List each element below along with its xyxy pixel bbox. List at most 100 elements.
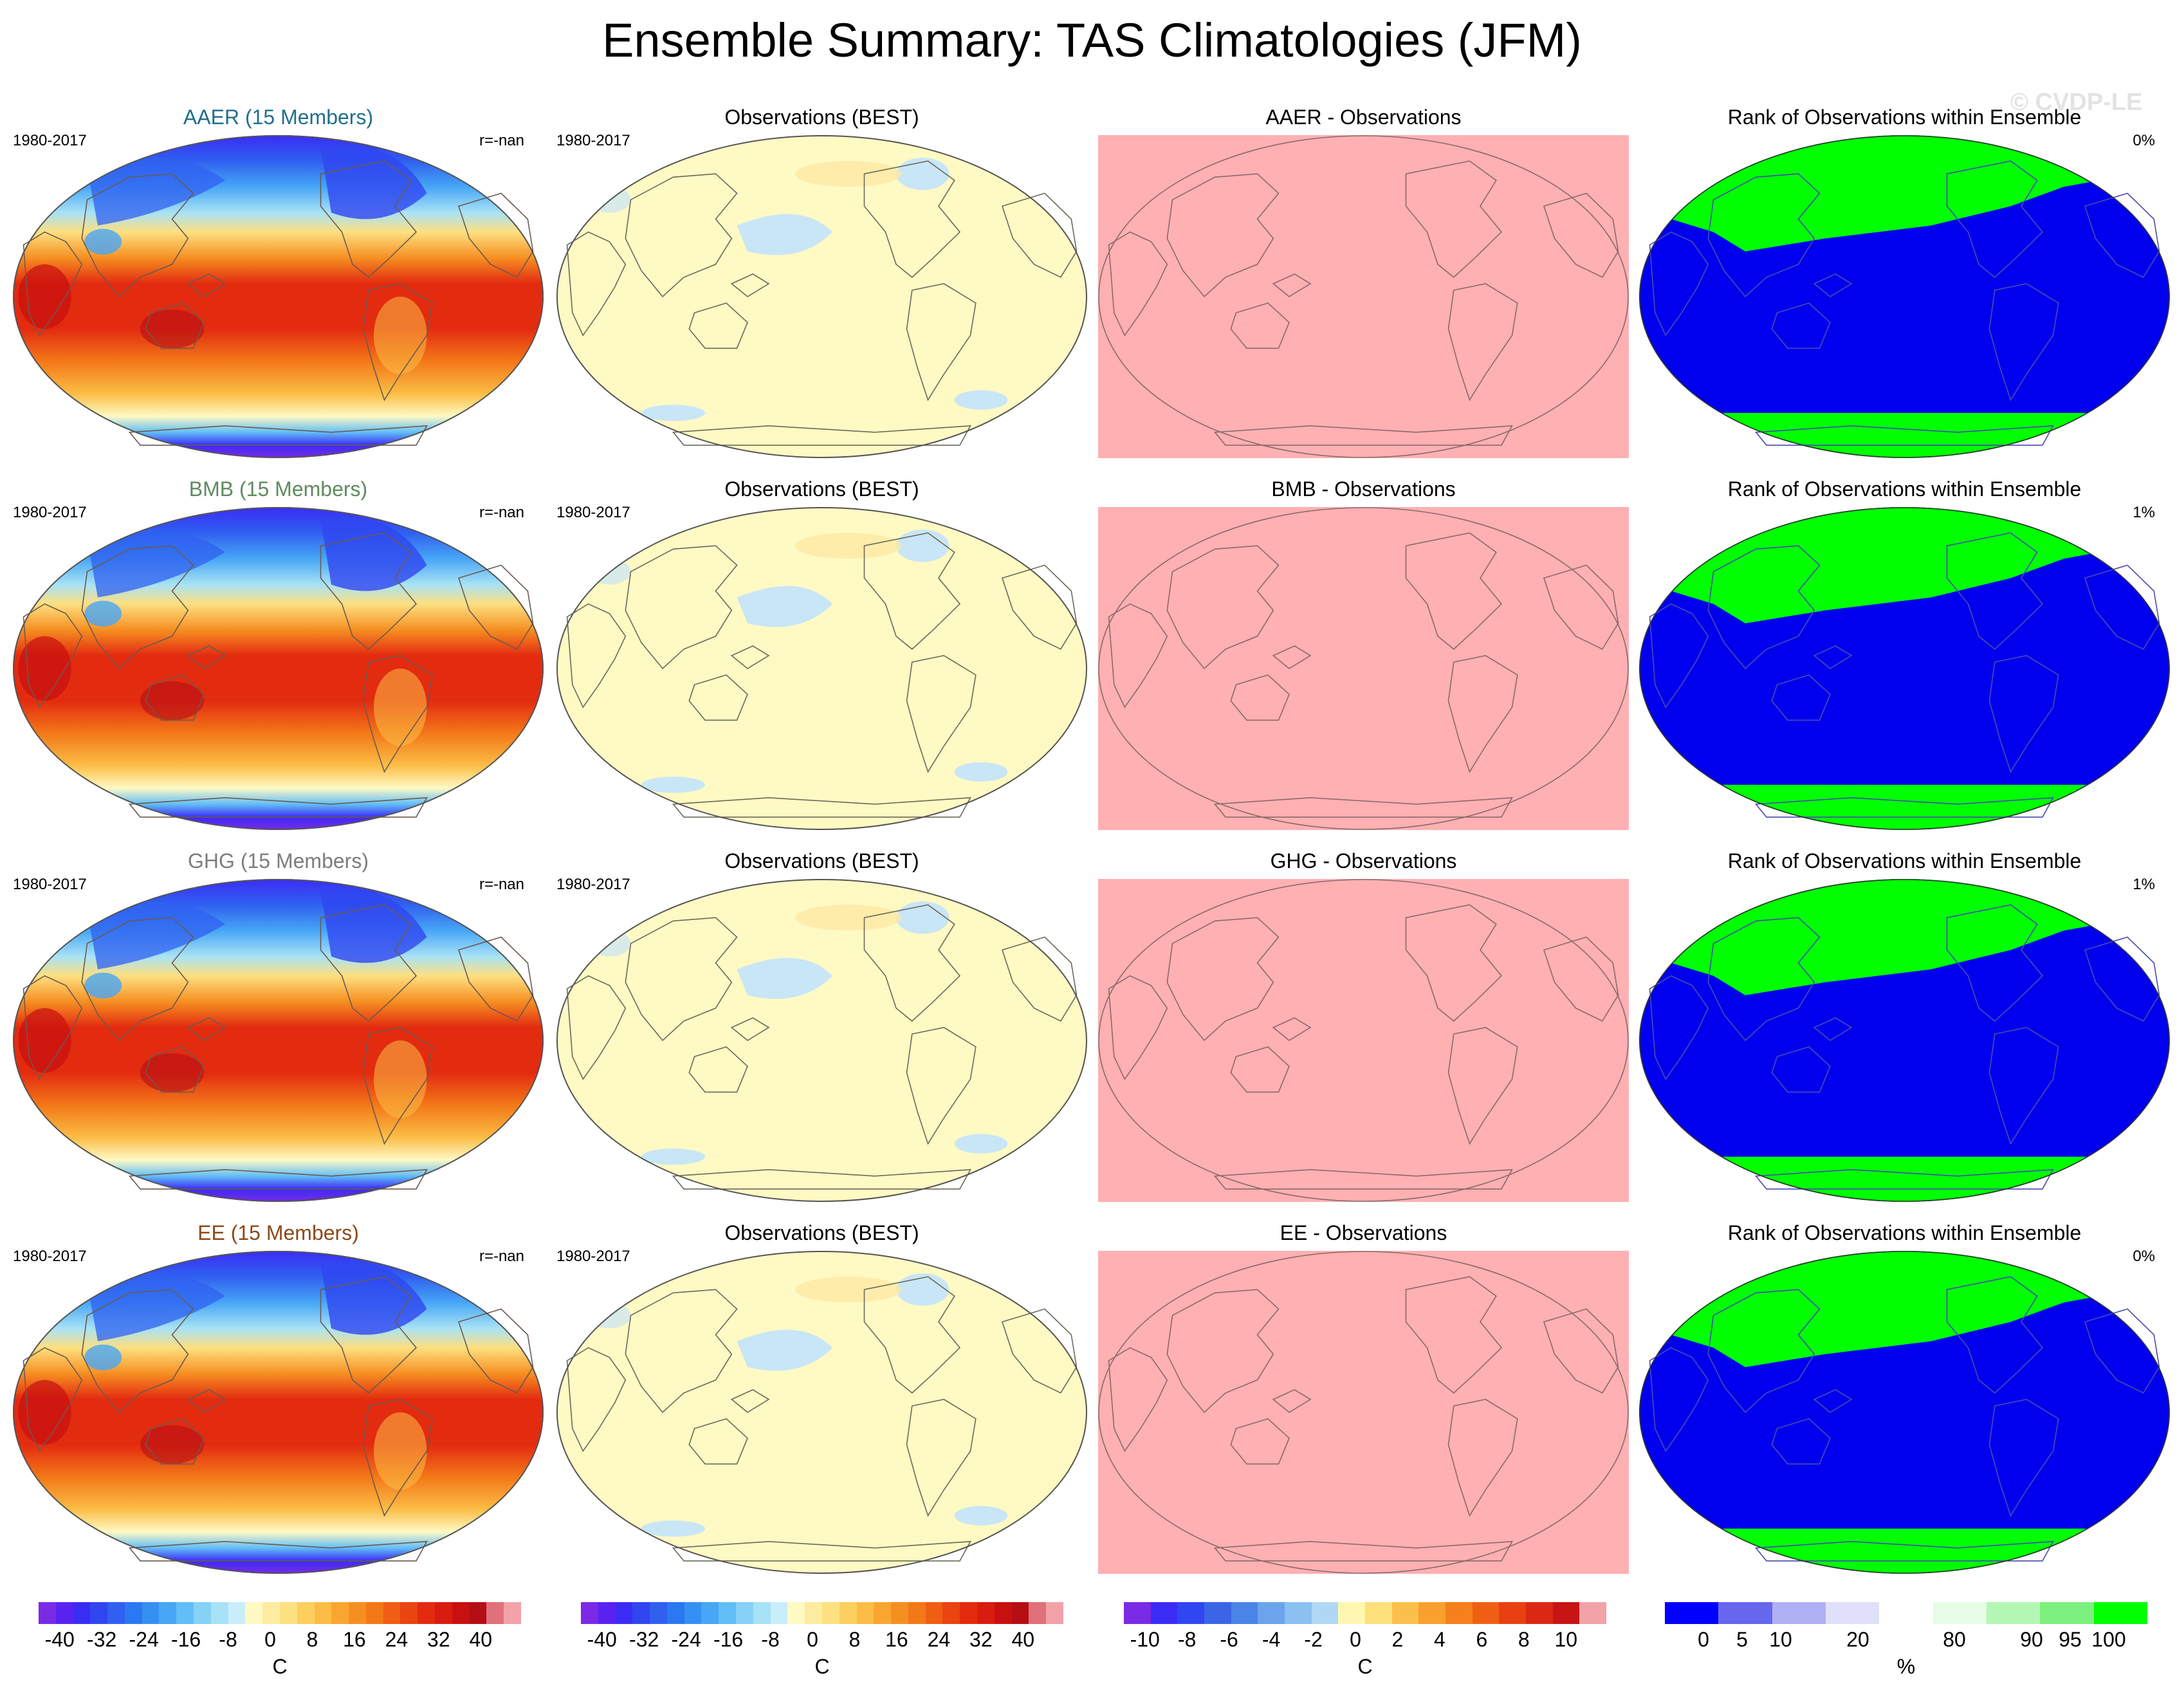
colorbar-unit: C — [1357, 1655, 1373, 1678]
colorbar-swatch — [365, 1602, 383, 1624]
difference-map — [1098, 1251, 1629, 1574]
coastline — [566, 1276, 1078, 1562]
colorbar-swatch — [1365, 1602, 1392, 1624]
coastline-path — [1272, 1017, 1312, 1041]
rank-percent: 1% — [2133, 504, 2155, 521]
colorbar-tick-label: -8 — [1177, 1628, 1197, 1651]
obs-panel-title: Observations (BEST) — [724, 849, 919, 872]
rank-panel-title: Rank of Observations within Ensemble — [1727, 477, 2082, 501]
coastline-path — [672, 1540, 971, 1562]
coastline-path — [128, 1540, 428, 1562]
colorbar-tick-label: -8 — [761, 1628, 780, 1651]
coastline-path — [672, 797, 971, 818]
colorbar-swatch — [331, 1602, 349, 1624]
coastline-path — [672, 425, 971, 446]
colorbar-swatch — [434, 1602, 452, 1624]
observations-map — [556, 1251, 1087, 1574]
colorbar-swatch — [719, 1602, 737, 1624]
coastline-path — [1754, 425, 2054, 446]
colorbar-tick-label: -6 — [1220, 1628, 1238, 1651]
colorbar-tick-label: -24 — [129, 1628, 159, 1651]
model-map — [13, 135, 544, 458]
colorbar-swatch — [469, 1602, 487, 1624]
colorbar-swatch — [1177, 1602, 1205, 1624]
colorbar-swatch — [1772, 1602, 1826, 1624]
coastline-path — [187, 1389, 226, 1413]
colorbar-tick-label: 5 — [1736, 1628, 1748, 1651]
colorbar-swatch — [1526, 1602, 1553, 1624]
coastline-path — [1108, 1347, 1168, 1452]
diff-panel-title: BMB - Observations — [1271, 477, 1456, 501]
coastline-path — [1447, 1027, 1518, 1145]
period-label: 1980-2017 — [556, 504, 630, 521]
colorbar-swatch — [314, 1602, 332, 1624]
coastline-path — [1230, 1418, 1290, 1465]
map-outline — [1639, 135, 2170, 458]
obs-panel-title: Observations (BEST) — [724, 106, 919, 129]
difference-field — [1098, 879, 1629, 1202]
colorbar-swatch — [1418, 1602, 1446, 1624]
colorbar-ticks: -40 -32 -24 -16 -8 0 8 16 24 32 40 — [39, 1627, 521, 1655]
colorbar-tick-label: 24 — [927, 1628, 951, 1651]
coastline — [23, 160, 534, 446]
colorbar-swatch — [107, 1602, 125, 1624]
colorbar-swatch — [1445, 1602, 1473, 1624]
coastline-path — [1946, 904, 2044, 1022]
colorbar-swatch — [1150, 1602, 1178, 1624]
colorbar-tick-label: 10 — [1554, 1628, 1578, 1651]
colorbar-swatch — [486, 1602, 504, 1624]
colorbar-swatch — [159, 1602, 177, 1624]
colorbar-swatch — [1579, 1602, 1607, 1624]
observations-map — [556, 879, 1087, 1202]
pattern-correlation: r=-nan — [479, 132, 524, 149]
coastline-path — [457, 192, 534, 278]
coastline-path — [1230, 1046, 1290, 1093]
coastline-path — [863, 1276, 961, 1394]
coastline — [1108, 532, 1619, 818]
colorbar-tick-label: 40 — [1011, 1628, 1035, 1651]
model-map — [13, 507, 544, 830]
page-title: Ensemble Summary: TAS Climatologies (JFM… — [602, 14, 1582, 67]
difference-map — [1098, 879, 1629, 1202]
colorbar-swatch — [2040, 1602, 2094, 1624]
coastline-path — [187, 645, 226, 669]
colorbar — [1124, 1602, 1607, 1624]
coastline-path — [2084, 564, 2160, 650]
coastline-path — [320, 160, 418, 278]
coastline-path — [1213, 1168, 1513, 1190]
coastline-path — [81, 1289, 194, 1414]
coastline-path — [1707, 545, 1821, 670]
observations-map — [556, 507, 1087, 830]
colorbar-tick-label: 8 — [1518, 1628, 1530, 1651]
colorbar-tick-label: -4 — [1262, 1628, 1281, 1651]
colorbar — [1665, 1602, 2147, 1624]
colorbar-swatch — [977, 1602, 995, 1624]
map-outline — [556, 507, 1087, 830]
coastline-path — [23, 975, 83, 1080]
rank-percent: 0% — [2133, 132, 2155, 149]
colorbar-swatch — [1986, 1602, 2041, 1624]
colorbar-swatch — [1258, 1602, 1285, 1624]
coastline-path — [1213, 1540, 1513, 1562]
coastline-path — [1754, 797, 2054, 818]
coastline-path — [1813, 1017, 1853, 1041]
coastline-path — [1649, 231, 1709, 337]
rank-map — [1639, 507, 2170, 830]
pattern-correlation: r=-nan — [479, 876, 524, 893]
colorbar-swatch — [839, 1602, 857, 1624]
colorbar-tick-label: 32 — [427, 1628, 450, 1651]
colorbar-tick-label: 90 — [2020, 1628, 2043, 1651]
coastline-path — [1166, 173, 1280, 298]
map-outline — [1098, 507, 1629, 830]
map-outline — [556, 879, 1087, 1202]
colorbar-swatch — [73, 1602, 91, 1624]
colorbar-swatch — [891, 1602, 908, 1624]
period-label: 1980-2017 — [13, 504, 87, 521]
colorbar-tick-label: 100 — [2091, 1628, 2126, 1651]
rank-panel-title: Rank of Observations within Ensemble — [1727, 1221, 2082, 1244]
rank-panel-title: Rank of Observations within Ensemble — [1727, 849, 2082, 872]
coastline-path — [362, 1399, 433, 1517]
colorbar-swatch — [55, 1602, 73, 1624]
colorbar-swatch — [262, 1602, 280, 1624]
coastline-path — [1405, 1276, 1503, 1394]
